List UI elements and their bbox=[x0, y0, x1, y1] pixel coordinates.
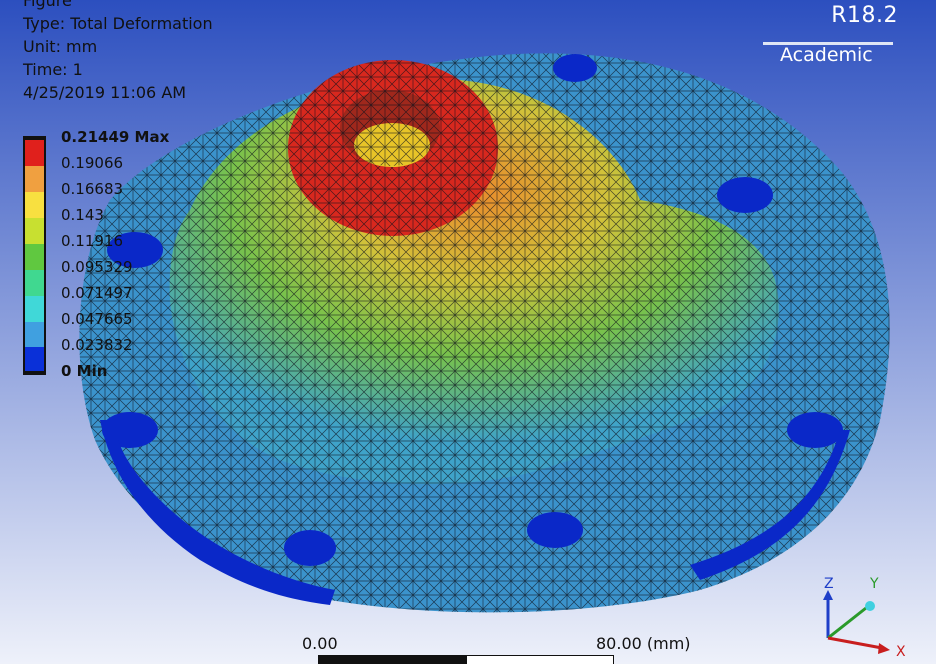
x-arrow-head bbox=[878, 643, 890, 654]
origin-marker-icon bbox=[865, 601, 875, 611]
scale-bar bbox=[318, 655, 614, 664]
legend-level: 0.143 bbox=[61, 206, 104, 224]
legend-level: 0.023832 bbox=[61, 336, 133, 354]
legend-level: 0.071497 bbox=[61, 284, 133, 302]
scale-start-label: 0.00 bbox=[302, 634, 338, 653]
result-type: Type: Total Deformation bbox=[23, 14, 213, 33]
edition-divider bbox=[763, 42, 893, 45]
legend-swatch bbox=[23, 140, 46, 166]
legend-level: 0.19066 bbox=[61, 154, 124, 172]
z-axis-label: Z bbox=[824, 576, 834, 592]
result-unit: Unit: mm bbox=[23, 37, 98, 56]
release-label: R18.2 bbox=[831, 3, 898, 28]
result-time: Time: 1 bbox=[23, 60, 83, 79]
legend-swatch bbox=[23, 244, 46, 270]
legend-level: 0.16683 bbox=[61, 180, 124, 198]
legend-top-cap bbox=[23, 136, 46, 140]
legend-bottom-cap bbox=[23, 371, 46, 375]
legend-swatch bbox=[23, 218, 46, 244]
legend-swatch bbox=[23, 166, 46, 192]
scale-end-label: 80.00 (mm) bbox=[596, 634, 691, 653]
axis-triad[interactable]: Z Y X bbox=[812, 576, 922, 660]
legend-swatch bbox=[23, 296, 46, 322]
z-arrow-head bbox=[823, 590, 833, 600]
y-axis-label: Y bbox=[869, 576, 879, 592]
scale-bar-fill bbox=[319, 656, 467, 664]
legend-level: 0.11916 bbox=[61, 232, 124, 250]
legend-swatch bbox=[23, 322, 46, 348]
result-date: 4/25/2019 11:06 AM bbox=[23, 83, 187, 102]
legend-swatch bbox=[23, 347, 46, 373]
figure-title: Figure bbox=[23, 0, 72, 10]
legend-level: 0.047665 bbox=[61, 310, 133, 328]
y-axis-arrow bbox=[827, 606, 867, 640]
x-axis-label: X bbox=[896, 644, 906, 660]
legend-min: 0 Min bbox=[61, 362, 108, 380]
edition-label: Academic bbox=[780, 44, 873, 66]
legend-max: 0.21449 Max bbox=[61, 128, 170, 146]
x-axis-arrow bbox=[827, 636, 883, 650]
legend-swatch bbox=[23, 270, 46, 296]
legend-level: 0.095329 bbox=[61, 258, 133, 276]
legend-swatch bbox=[23, 192, 46, 218]
